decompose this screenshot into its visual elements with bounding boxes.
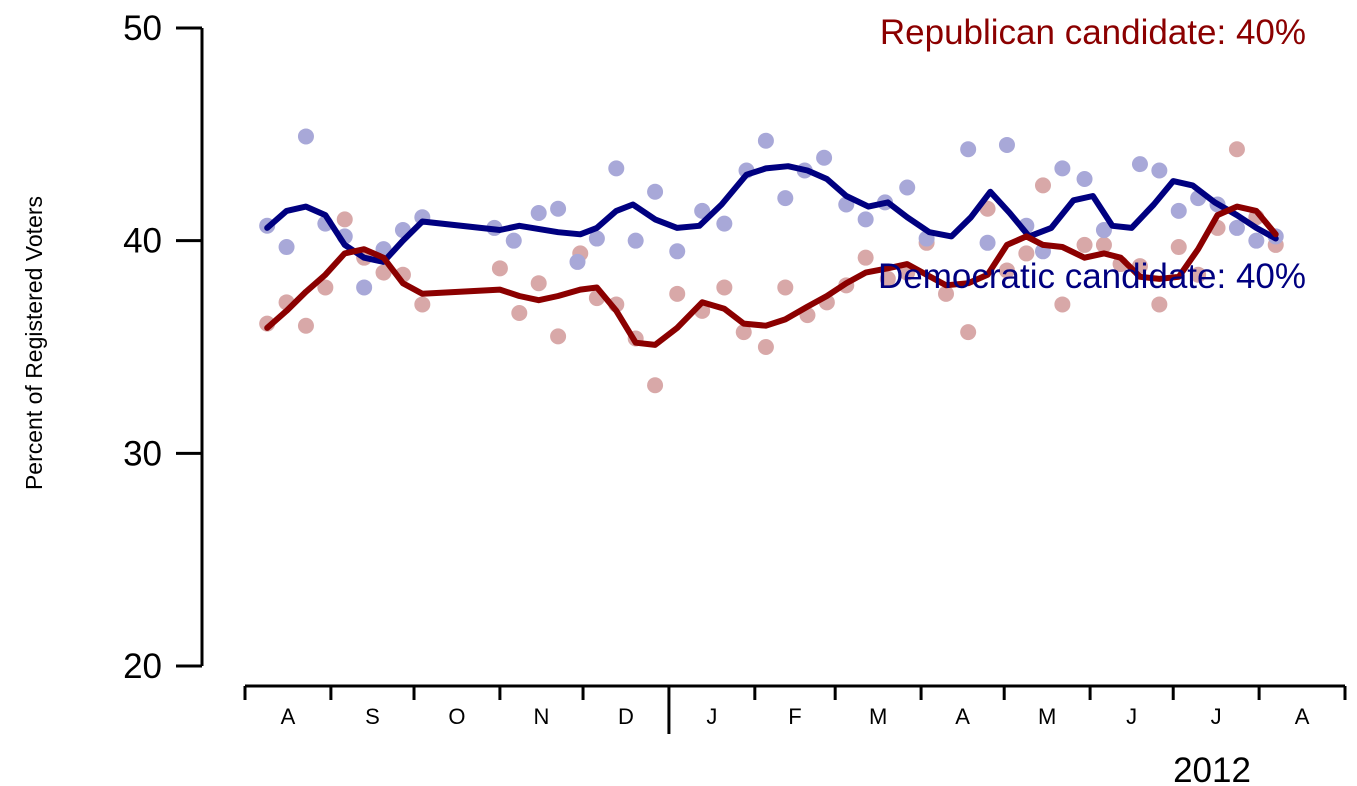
democratic-point-41 [1170, 202, 1187, 219]
democratic-point-11 [530, 205, 547, 222]
democratic-point-45 [1248, 232, 1265, 249]
democratic-point-1 [278, 239, 295, 256]
democratic-point-2 [297, 128, 314, 145]
democratic-point-18 [669, 243, 686, 260]
republican-point-18 [669, 285, 686, 302]
republican-point-9 [491, 260, 508, 277]
democratic-point-32 [979, 234, 996, 251]
democratic-trend-line [264, 163, 1279, 265]
republican-point-35 [1018, 245, 1035, 262]
democratic-point-19 [694, 202, 711, 219]
republican-trend-line [264, 203, 1279, 348]
democratic-point-14 [588, 230, 605, 247]
republican-point-39 [1095, 236, 1112, 253]
republican-point-46 [1228, 141, 1245, 158]
republican-point-3 [317, 279, 334, 296]
democratic-point-44 [1228, 219, 1245, 236]
democratic-point-23 [777, 190, 794, 207]
trend-lines [264, 163, 1279, 348]
republican-point-38 [1076, 236, 1093, 253]
democratic-point-15 [608, 160, 625, 177]
democratic-point-36 [1054, 160, 1071, 177]
republican-point-17 [647, 377, 664, 394]
democratic-point-27 [857, 211, 874, 228]
republican-point-42 [1151, 296, 1168, 313]
democratic-point-31 [960, 141, 977, 158]
republican-point-4 [336, 211, 353, 228]
democratic-point-5 [356, 279, 373, 296]
republican-point-12 [550, 328, 567, 345]
republican-point-8 [414, 296, 431, 313]
republican-point-43 [1170, 239, 1187, 256]
month-label-4: D [618, 704, 634, 729]
republican-point-10 [511, 304, 528, 321]
y-tick-label-2: 40 [123, 222, 162, 261]
democratic-point-20 [716, 215, 733, 232]
democratic-label: Democratic candidate: 40% [878, 257, 1306, 296]
democratic-point-38 [1095, 222, 1112, 239]
republican-point-32 [960, 324, 977, 341]
month-label-12: A [1295, 704, 1310, 729]
republican-point-34 [998, 262, 1015, 279]
republican-point-11 [530, 275, 547, 292]
y-tick-label-0: 20 [123, 647, 162, 686]
month-label-11: J [1211, 704, 1222, 729]
y-tick-label-3: 50 [123, 9, 162, 48]
republican-point-21 [735, 324, 752, 341]
month-label-10: J [1126, 704, 1137, 729]
democratic-point-10 [505, 232, 522, 249]
y-axis-label: Percent of Registered Voters [21, 196, 47, 490]
republican-point-36 [1034, 177, 1051, 194]
month-label-6: F [788, 704, 801, 729]
democratic-point-16 [627, 232, 644, 249]
republican-point-27 [857, 249, 874, 266]
month-label-8: A [955, 704, 970, 729]
democratic-point-12 [550, 200, 567, 217]
republican-point-22 [757, 339, 774, 355]
democratic-point-33 [998, 136, 1015, 153]
month-label-1: S [365, 704, 380, 729]
month-label-2: O [448, 704, 465, 729]
republican-point-37 [1054, 296, 1071, 313]
republican-point-31 [938, 285, 955, 302]
month-label-5: J [706, 704, 717, 729]
republican-point-44 [1190, 266, 1207, 283]
y-tick-label-1: 30 [123, 434, 162, 473]
month-label-9: M [1038, 704, 1056, 729]
republican-point-6 [375, 264, 392, 281]
democratic-point-40 [1151, 162, 1168, 179]
republican-point-28 [879, 270, 896, 287]
republican-point-2 [297, 317, 314, 334]
republican-point-20 [716, 279, 733, 296]
democratic-point-29 [899, 179, 916, 196]
democratic-point-22 [757, 132, 774, 149]
month-label-3: N [534, 704, 550, 729]
month-label-7: M [869, 704, 887, 729]
year-label: 2012 [1173, 751, 1251, 786]
republican-point-23 [777, 279, 794, 296]
republican-label: Republican candidate: 40% [880, 13, 1306, 52]
y-ticks: 20 30 40 50 [123, 9, 202, 686]
democratic-point-13 [569, 253, 586, 270]
democratic-point-17 [647, 183, 664, 200]
democratic-point-37 [1076, 170, 1093, 187]
democratic-point-25 [816, 149, 833, 166]
democratic-point-39 [1131, 156, 1148, 173]
month-label-0: A [281, 704, 296, 729]
